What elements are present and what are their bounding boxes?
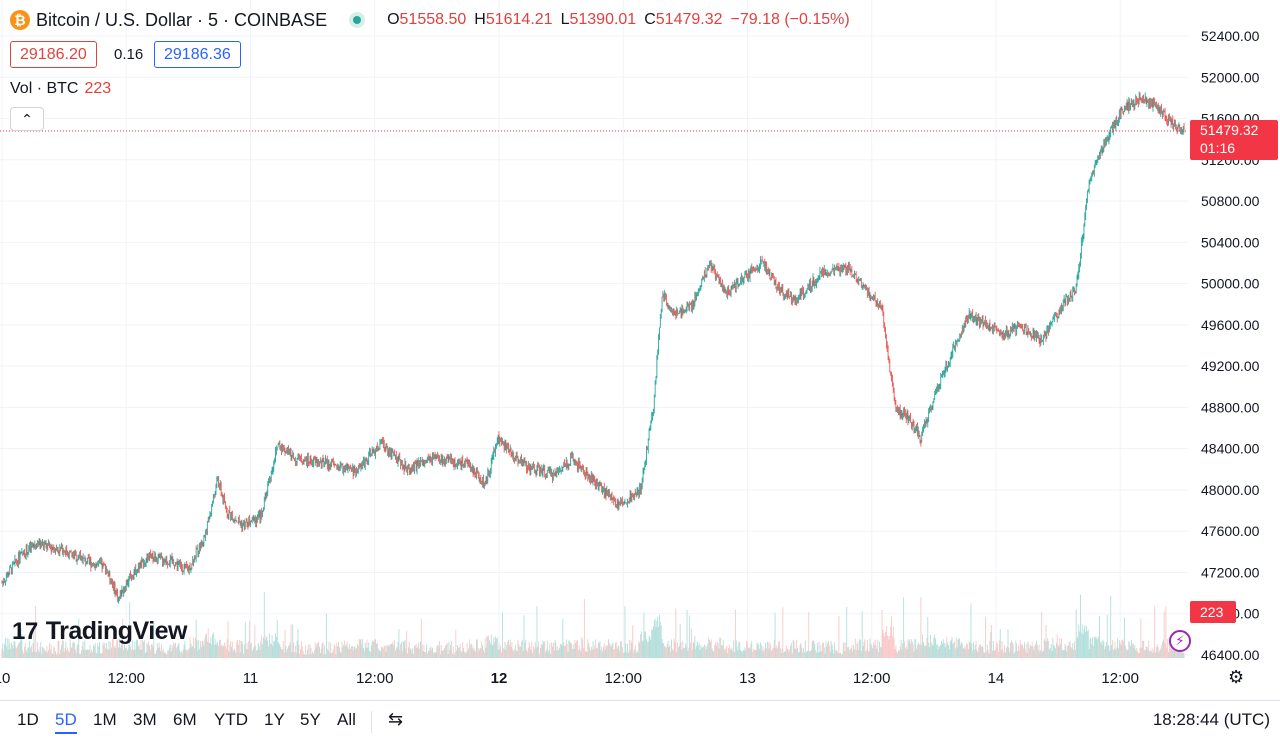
range-button-5d[interactable]: 5D xyxy=(55,710,77,734)
time-tick-label: 12:00 xyxy=(1101,670,1139,687)
range-button-1m[interactable]: 1M xyxy=(93,710,117,729)
range-button-3m[interactable]: 3M xyxy=(133,710,157,729)
range-divider xyxy=(371,711,372,733)
range-button-1y[interactable]: 1Y xyxy=(264,710,285,729)
tradingview-logo-icon: 17 xyxy=(12,617,38,645)
range-button-ytd[interactable]: YTD xyxy=(214,710,248,729)
close-value: C51479.32 xyxy=(644,11,723,28)
range-button-6m[interactable]: 6M xyxy=(173,710,197,729)
tradingview-logo[interactable]: 17 TradingView xyxy=(12,617,188,646)
candles xyxy=(1,91,1185,604)
price-tick-label: 47600.00 xyxy=(1201,523,1260,539)
chevron-up-icon[interactable]: ⌃ xyxy=(10,107,44,131)
price-tick-label: 46400.00 xyxy=(1201,647,1260,663)
range-button-all[interactable]: All xyxy=(337,710,356,729)
range-button-1d[interactable]: 1D xyxy=(17,710,39,729)
time-tick-label: 12:00 xyxy=(107,670,145,687)
volume-label: Vol · BTC xyxy=(10,80,79,97)
range-toolbar: 1D 5D 1M 3M 6M YTD 1Y 5Y All ⇆ 18:28:44 … xyxy=(0,700,1280,742)
volume-value: 223 xyxy=(84,80,112,97)
calendar-range-icon[interactable]: ⇆ xyxy=(388,709,404,729)
low-value: L51390.01 xyxy=(560,11,637,28)
chart-grid xyxy=(0,0,1188,658)
spread-value: 0.16 xyxy=(114,46,144,63)
time-tick-label: 12:00 xyxy=(853,670,891,687)
time-tick-label: 14 xyxy=(988,670,1005,687)
time-tick-label: 11 xyxy=(243,670,259,687)
price-tick-label: 50400.00 xyxy=(1201,234,1260,250)
last-price-value: 51479.32 xyxy=(1200,122,1259,138)
high-value: H51614.21 xyxy=(474,11,553,28)
lightning-icon[interactable]: ⚡ xyxy=(1169,630,1191,652)
price-tick-label: 49600.00 xyxy=(1201,317,1260,333)
buy-button[interactable]: 29186.36 xyxy=(154,41,241,68)
price-tick-label: 48000.00 xyxy=(1201,482,1260,498)
time-tick-label: 12:00 xyxy=(356,670,394,687)
volume-legend[interactable]: Vol · BTC 223 xyxy=(10,80,111,98)
last-price-label: 51479.32 01:16 xyxy=(1190,119,1278,160)
price-axis[interactable]: 46400.0046800.0047200.0047600.0048000.00… xyxy=(1201,28,1260,663)
time-tick-label: 13 xyxy=(739,670,756,687)
price-tick-label: 48400.00 xyxy=(1201,441,1260,457)
price-tick-label: 49200.00 xyxy=(1201,358,1260,374)
price-tick-label: 52000.00 xyxy=(1201,69,1260,85)
price-tick-label: 52400.00 xyxy=(1201,28,1260,44)
time-tick-label: 12 xyxy=(491,670,508,687)
time-tick-label: 10 xyxy=(0,670,10,687)
price-chart[interactable]: 46400.0046800.0047200.0047600.0048000.00… xyxy=(0,0,1280,700)
open-value: O51558.50 xyxy=(387,11,467,28)
time-tick-label: 12:00 xyxy=(604,670,642,687)
bitcoin-icon: ₿ xyxy=(10,10,30,30)
gear-icon[interactable]: ⚙ xyxy=(1228,667,1245,687)
utc-clock[interactable]: 18:28:44 (UTC) xyxy=(1152,710,1270,729)
symbol-legend: ₿ Bitcoin / U.S. Dollar · 5 · COINBASE O… xyxy=(10,8,850,32)
market-open-icon xyxy=(349,12,366,28)
sell-button[interactable]: 29186.20 xyxy=(10,41,97,68)
volume-bars xyxy=(1,591,1185,658)
price-tick-label: 50800.00 xyxy=(1201,193,1260,209)
range-button-5y[interactable]: 5Y xyxy=(300,710,321,729)
price-change: −79.18 (−0.15%) xyxy=(730,11,850,28)
symbol-title[interactable]: Bitcoin / U.S. Dollar · 5 · COINBASE xyxy=(36,9,328,30)
price-tick-label: 50000.00 xyxy=(1201,276,1260,292)
time-axis[interactable]: 10 12:00 11 12:00 12 12:00 13 12:00 14 12:00 xyxy=(0,670,1139,687)
volume-value-label: 223 xyxy=(1190,601,1236,623)
price-tick-label: 48800.00 xyxy=(1201,399,1260,415)
price-tick-label: 47200.00 xyxy=(1201,564,1260,580)
bar-countdown: 01:16 xyxy=(1200,140,1235,156)
volume-last-value: 223 xyxy=(1200,604,1224,620)
tradingview-logo-text: TradingView xyxy=(45,617,188,645)
